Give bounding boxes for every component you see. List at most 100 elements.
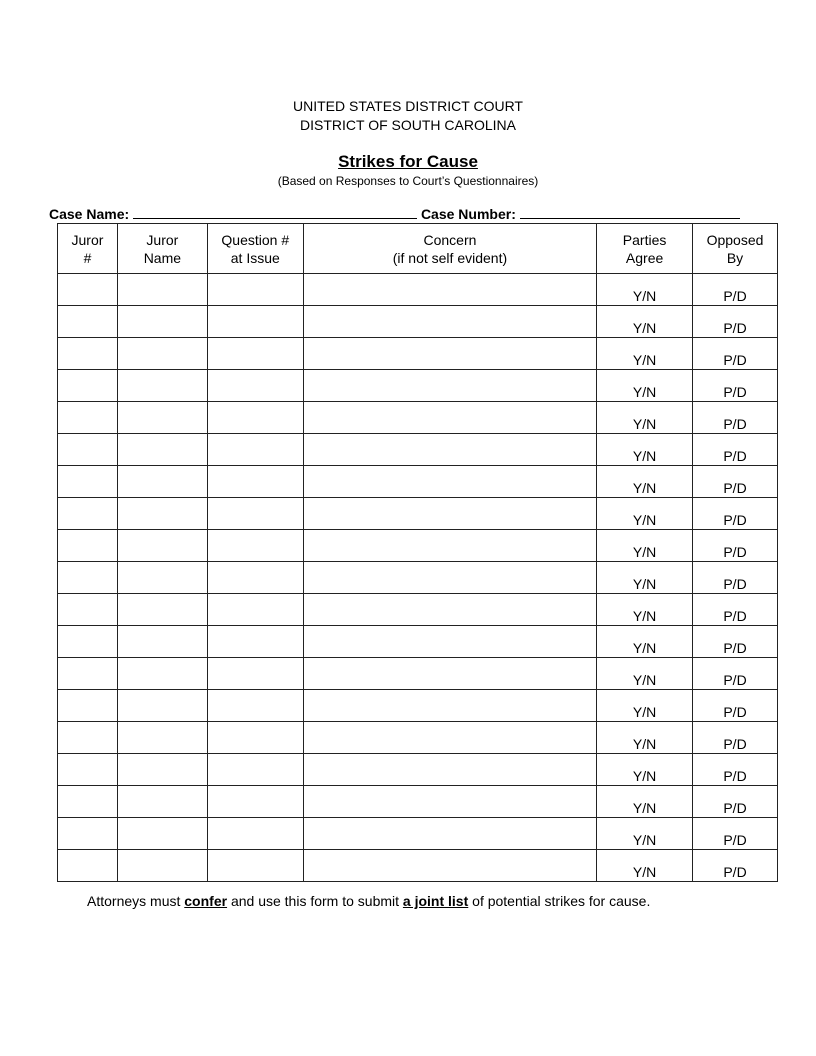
juror-number-cell[interactable]	[57, 689, 118, 722]
parties-agree-cell[interactable]: Y/N	[596, 465, 694, 498]
question-cell[interactable]	[206, 401, 304, 434]
juror-name-cell[interactable]	[116, 273, 208, 306]
parties-agree-cell[interactable]: Y/N	[596, 849, 694, 882]
concern-cell[interactable]	[302, 817, 598, 850]
parties-agree-cell[interactable]: Y/N	[596, 625, 694, 658]
juror-number-cell[interactable]	[57, 593, 118, 626]
juror-name-cell[interactable]	[116, 529, 208, 562]
opposed-by-cell[interactable]: P/D	[692, 721, 778, 754]
concern-cell[interactable]	[302, 497, 598, 530]
juror-number-cell[interactable]	[57, 657, 118, 690]
parties-agree-cell[interactable]: Y/N	[596, 785, 694, 818]
juror-name-cell[interactable]	[116, 433, 208, 466]
concern-cell[interactable]	[302, 465, 598, 498]
juror-name-cell[interactable]	[116, 817, 208, 850]
opposed-by-cell[interactable]: P/D	[692, 785, 778, 818]
question-cell[interactable]	[206, 849, 304, 882]
concern-cell[interactable]	[302, 657, 598, 690]
juror-name-cell[interactable]	[116, 305, 208, 338]
question-cell[interactable]	[206, 273, 304, 306]
juror-number-cell[interactable]	[57, 433, 118, 466]
juror-name-cell[interactable]	[116, 401, 208, 434]
question-cell[interactable]	[206, 657, 304, 690]
opposed-by-cell[interactable]: P/D	[692, 657, 778, 690]
concern-cell[interactable]	[302, 593, 598, 626]
juror-number-cell[interactable]	[57, 401, 118, 434]
opposed-by-cell[interactable]: P/D	[692, 433, 778, 466]
concern-cell[interactable]	[302, 625, 598, 658]
parties-agree-cell[interactable]: Y/N	[596, 273, 694, 306]
opposed-by-cell[interactable]: P/D	[692, 689, 778, 722]
opposed-by-cell[interactable]: P/D	[692, 849, 778, 882]
parties-agree-cell[interactable]: Y/N	[596, 817, 694, 850]
question-cell[interactable]	[206, 305, 304, 338]
juror-name-cell[interactable]	[116, 785, 208, 818]
opposed-by-cell[interactable]: P/D	[692, 561, 778, 594]
question-cell[interactable]	[206, 465, 304, 498]
opposed-by-cell[interactable]: P/D	[692, 273, 778, 306]
question-cell[interactable]	[206, 753, 304, 786]
opposed-by-cell[interactable]: P/D	[692, 625, 778, 658]
parties-agree-cell[interactable]: Y/N	[596, 433, 694, 466]
juror-name-cell[interactable]	[116, 369, 208, 402]
concern-cell[interactable]	[302, 785, 598, 818]
concern-cell[interactable]	[302, 273, 598, 306]
opposed-by-cell[interactable]: P/D	[692, 497, 778, 530]
parties-agree-cell[interactable]: Y/N	[596, 337, 694, 370]
juror-number-cell[interactable]	[57, 497, 118, 530]
opposed-by-cell[interactable]: P/D	[692, 593, 778, 626]
opposed-by-cell[interactable]: P/D	[692, 529, 778, 562]
juror-name-cell[interactable]	[116, 657, 208, 690]
case-name-field[interactable]	[133, 205, 418, 219]
juror-number-cell[interactable]	[57, 625, 118, 658]
juror-number-cell[interactable]	[57, 817, 118, 850]
question-cell[interactable]	[206, 497, 304, 530]
parties-agree-cell[interactable]: Y/N	[596, 753, 694, 786]
juror-name-cell[interactable]	[116, 497, 208, 530]
question-cell[interactable]	[206, 625, 304, 658]
opposed-by-cell[interactable]: P/D	[692, 369, 778, 402]
juror-number-cell[interactable]	[57, 721, 118, 754]
juror-number-cell[interactable]	[57, 305, 118, 338]
juror-number-cell[interactable]	[57, 273, 118, 306]
question-cell[interactable]	[206, 369, 304, 402]
opposed-by-cell[interactable]: P/D	[692, 401, 778, 434]
question-cell[interactable]	[206, 593, 304, 626]
concern-cell[interactable]	[302, 561, 598, 594]
parties-agree-cell[interactable]: Y/N	[596, 369, 694, 402]
juror-number-cell[interactable]	[57, 369, 118, 402]
parties-agree-cell[interactable]: Y/N	[596, 305, 694, 338]
parties-agree-cell[interactable]: Y/N	[596, 657, 694, 690]
opposed-by-cell[interactable]: P/D	[692, 465, 778, 498]
juror-name-cell[interactable]	[116, 753, 208, 786]
parties-agree-cell[interactable]: Y/N	[596, 401, 694, 434]
parties-agree-cell[interactable]: Y/N	[596, 721, 694, 754]
question-cell[interactable]	[206, 337, 304, 370]
concern-cell[interactable]	[302, 401, 598, 434]
question-cell[interactable]	[206, 817, 304, 850]
parties-agree-cell[interactable]: Y/N	[596, 561, 694, 594]
concern-cell[interactable]	[302, 689, 598, 722]
parties-agree-cell[interactable]: Y/N	[596, 497, 694, 530]
question-cell[interactable]	[206, 433, 304, 466]
juror-number-cell[interactable]	[57, 849, 118, 882]
juror-number-cell[interactable]	[57, 529, 118, 562]
concern-cell[interactable]	[302, 721, 598, 754]
opposed-by-cell[interactable]: P/D	[692, 305, 778, 338]
parties-agree-cell[interactable]: Y/N	[596, 593, 694, 626]
juror-name-cell[interactable]	[116, 689, 208, 722]
concern-cell[interactable]	[302, 369, 598, 402]
juror-number-cell[interactable]	[57, 465, 118, 498]
opposed-by-cell[interactable]: P/D	[692, 817, 778, 850]
juror-name-cell[interactable]	[116, 337, 208, 370]
parties-agree-cell[interactable]: Y/N	[596, 529, 694, 562]
concern-cell[interactable]	[302, 433, 598, 466]
concern-cell[interactable]	[302, 849, 598, 882]
juror-name-cell[interactable]	[116, 561, 208, 594]
juror-name-cell[interactable]	[116, 849, 208, 882]
juror-name-cell[interactable]	[116, 465, 208, 498]
question-cell[interactable]	[206, 721, 304, 754]
concern-cell[interactable]	[302, 753, 598, 786]
parties-agree-cell[interactable]: Y/N	[596, 689, 694, 722]
opposed-by-cell[interactable]: P/D	[692, 337, 778, 370]
